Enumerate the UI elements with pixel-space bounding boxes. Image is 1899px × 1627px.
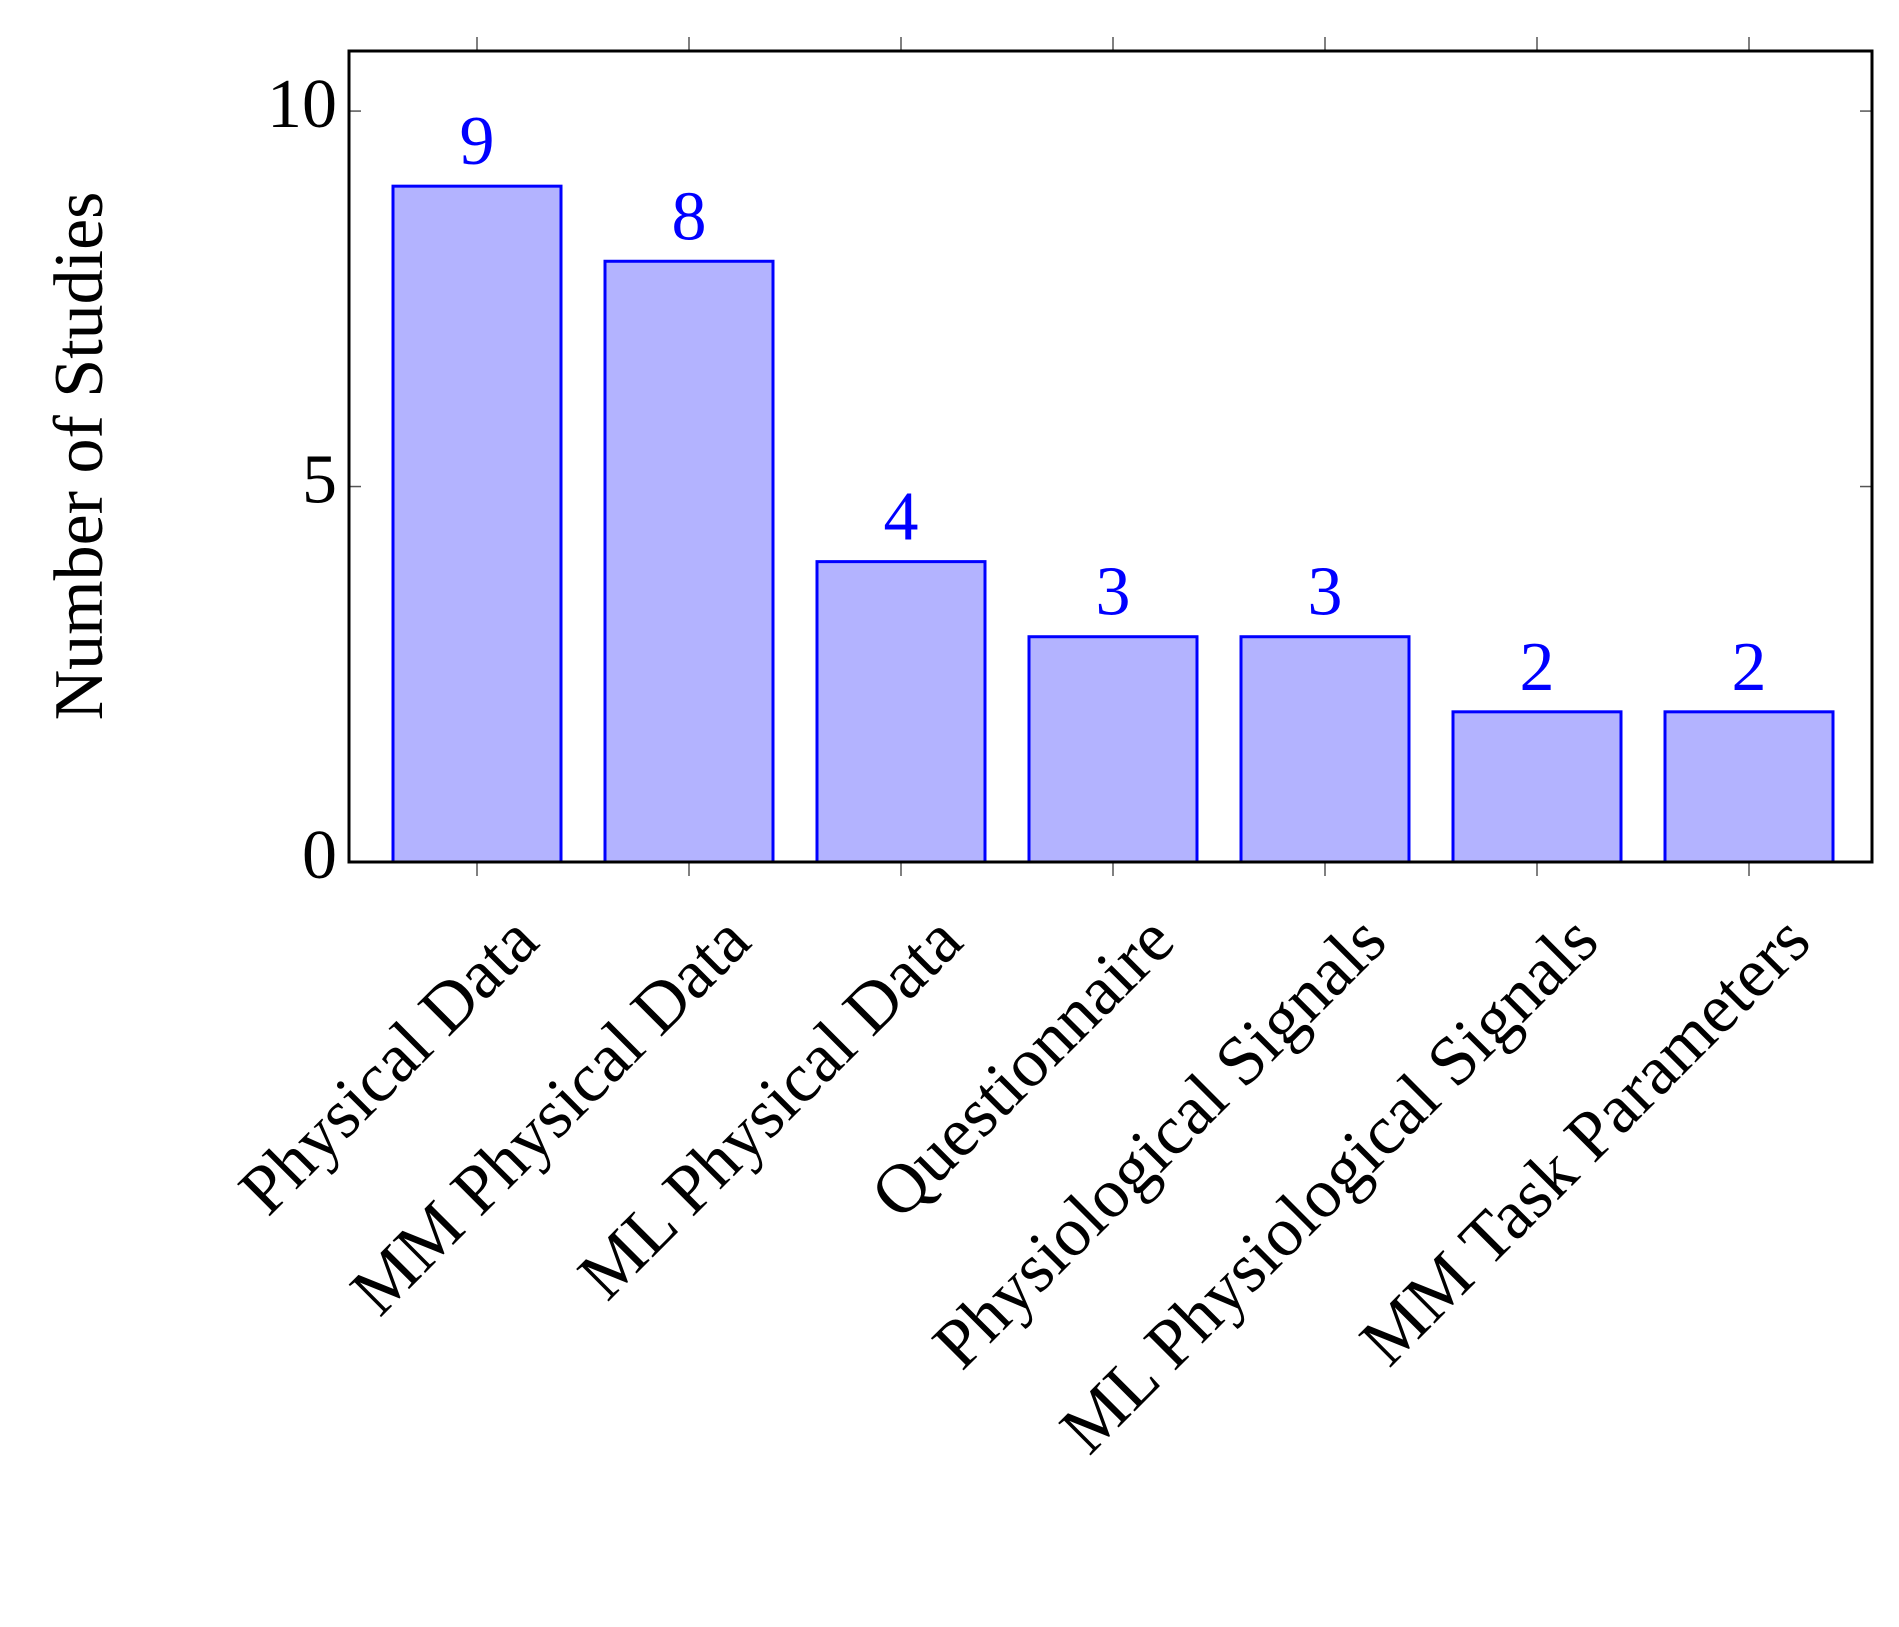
bar [391, 184, 563, 864]
bar [815, 560, 987, 864]
plot-frame [347, 49, 1874, 864]
y-tick-label: 0 [302, 817, 337, 894]
value-label: 9 [460, 103, 495, 180]
value-label: 2 [1732, 629, 1767, 706]
y-tick-label: 10 [267, 66, 337, 143]
bar [1239, 635, 1411, 864]
y-axis-label: Number of Studies [41, 192, 118, 721]
x-tick-label: MM Physical Data [336, 901, 764, 1329]
value-label: 3 [1096, 554, 1131, 631]
bar [1663, 710, 1835, 864]
y-tick-label: 5 [302, 442, 337, 519]
bar [1027, 635, 1199, 864]
value-label: 2 [1520, 629, 1555, 706]
value-label: 4 [884, 479, 919, 556]
bar [1451, 710, 1623, 864]
bar [603, 259, 775, 864]
value-label: 8 [672, 178, 707, 255]
x-tick-label: ML Physical Data [564, 901, 977, 1314]
value-label: 3 [1308, 554, 1343, 631]
